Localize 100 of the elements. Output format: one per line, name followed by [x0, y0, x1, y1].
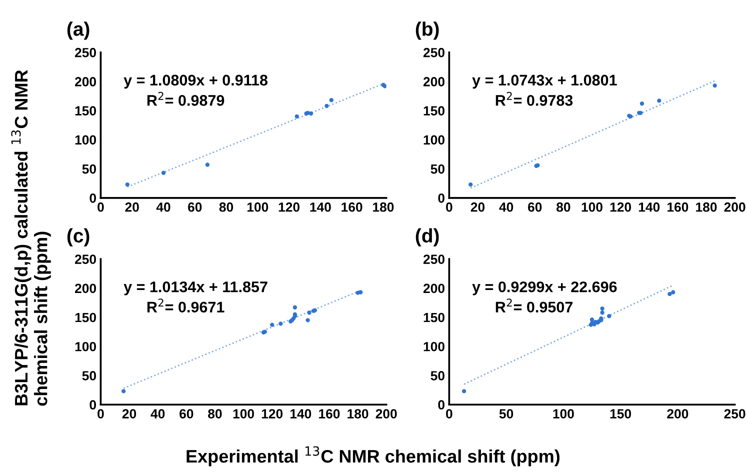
- annotation: y = 1.0743x + 1.0801: [472, 74, 617, 89]
- point: [306, 318, 310, 322]
- y-tick-label: 0: [90, 193, 96, 203]
- y-tick-label: 0: [438, 193, 444, 203]
- annotation: R$^{2}$= 0.9507: [496, 298, 573, 313]
- x-tick-label: 40: [499, 202, 514, 212]
- y-tick-label: 100: [75, 135, 96, 145]
- y-tick-label: 250: [74, 254, 96, 264]
- x-tick-label: 100: [247, 202, 268, 212]
- point: [278, 322, 283, 326]
- x-tick-label: 0: [446, 202, 452, 212]
- x-tick-label: 140: [310, 202, 331, 212]
- point: [270, 322, 274, 327]
- y-tick-label: 250: [74, 48, 96, 58]
- x-tick-label: 60: [180, 409, 194, 418]
- point: [329, 98, 334, 102]
- x-tick-label: 50: [499, 409, 514, 418]
- annotation: R$^{2}$= 0.9783: [496, 92, 573, 106]
- x-tick-label: 20: [470, 202, 485, 212]
- x-tick-label: 140: [638, 202, 660, 212]
- y-tick-label: 50: [430, 371, 444, 380]
- chart-title: (b): [416, 22, 439, 40]
- point: [324, 104, 329, 108]
- point: [671, 290, 676, 294]
- annotation: y = 1.0134x + 11.857: [124, 281, 268, 296]
- point: [125, 182, 130, 187]
- annotation: y = 0.9299x + 22.696: [472, 281, 617, 296]
- y-tick-label: 100: [424, 342, 444, 352]
- y-tick-label: 200: [423, 284, 444, 294]
- x-tick-label: 120: [278, 202, 300, 212]
- y-tick-label: 200: [423, 77, 444, 86]
- point: [468, 182, 473, 187]
- point: [600, 306, 604, 311]
- y-tick-label: 250: [423, 48, 444, 58]
- x-tick-label: 80: [219, 202, 234, 212]
- chart-title: (d): [416, 228, 439, 246]
- y-tick-label: 150: [75, 312, 96, 322]
- point: [121, 389, 126, 394]
- x-tick-label: 100: [553, 409, 574, 418]
- x-tick-label: 80: [556, 202, 570, 212]
- annotation: R$^{2}$= 0.9671: [147, 298, 224, 313]
- x-tick-label: 200: [376, 409, 397, 418]
- point: [292, 305, 298, 310]
- x-tick-label: 0: [98, 202, 104, 212]
- x-tick-label: 60: [188, 202, 202, 212]
- x-tick-label: 160: [319, 409, 340, 418]
- x-tick-label: 250: [724, 409, 746, 418]
- x-tick-label: 100: [582, 202, 602, 212]
- x-tick-label: 150: [610, 409, 632, 418]
- x-tick-label: 200: [667, 409, 688, 418]
- y-tick-label: 150: [424, 106, 444, 116]
- x-tick-label: 100: [233, 409, 254, 418]
- y-tick-label: 0: [438, 400, 444, 410]
- x-axis-title: Experimental $^{13}$C NMR chemical shift (ppm): [186, 446, 560, 466]
- x-tick-label: 180: [373, 202, 394, 212]
- point: [161, 170, 166, 175]
- x-tick-label: 20: [125, 202, 139, 212]
- y-tick-label: 200: [74, 284, 96, 294]
- y-tick-label: 50: [430, 164, 444, 174]
- point: [657, 98, 662, 103]
- y-tick-label: 200: [74, 77, 96, 86]
- point: [590, 318, 594, 322]
- x-tick-label: 60: [528, 202, 542, 212]
- x-tick-label: 40: [150, 409, 165, 418]
- x-tick-label: 0: [98, 409, 104, 418]
- x-tick-label: 140: [290, 409, 312, 418]
- y-tick-label: 250: [423, 254, 444, 264]
- point: [205, 162, 210, 167]
- point: [294, 114, 299, 118]
- point: [307, 310, 312, 315]
- x-tick-label: 120: [262, 409, 283, 418]
- x-tick-label: 80: [208, 409, 222, 418]
- point: [462, 389, 466, 394]
- point: [358, 290, 363, 294]
- annotation: y = 1.0809x + 0.9118: [124, 74, 268, 89]
- x-tick-label: 40: [156, 202, 170, 212]
- point: [712, 83, 717, 88]
- x-tick-label: 180: [696, 202, 717, 212]
- y-tick-label: 100: [75, 342, 96, 352]
- x-tick-label: 180: [348, 409, 368, 418]
- point: [600, 310, 604, 315]
- point: [308, 111, 314, 116]
- point: [607, 314, 612, 318]
- chart-title: (c): [67, 228, 90, 246]
- point: [640, 102, 644, 106]
- chart-title: (a): [67, 22, 90, 40]
- x-tick-label: 200: [724, 202, 746, 212]
- text: B3LYP/6-311G(d,p) calculated $^{13}$C NMR chemical shift (ppm): [11, 70, 51, 406]
- x-tick-label: 160: [342, 202, 362, 212]
- point: [668, 292, 672, 296]
- y-tick-label: 0: [90, 400, 96, 410]
- y-tick-label: 150: [75, 106, 96, 116]
- x-tick-label: 20: [122, 409, 136, 418]
- x-tick-label: 0: [446, 409, 452, 418]
- x-tick-label: 160: [668, 202, 688, 212]
- annotation: R$^{2}$= 0.9879: [147, 92, 224, 106]
- y-tick-label: 50: [82, 371, 96, 380]
- y-tick-label: 100: [424, 135, 444, 145]
- x-tick-label: 120: [610, 202, 632, 212]
- y-tick-label: 50: [82, 164, 96, 174]
